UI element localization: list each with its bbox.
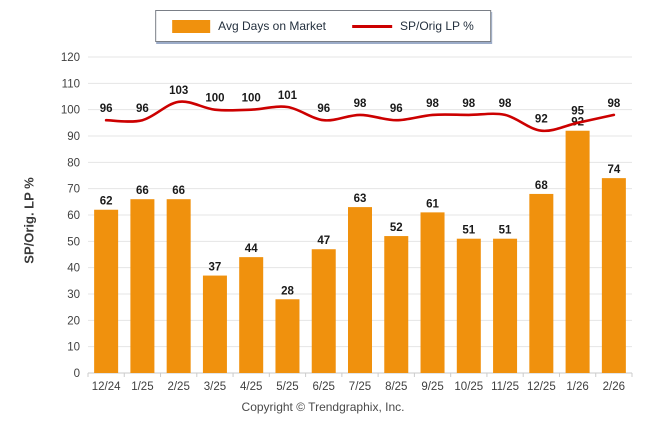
y-tick-label: 20 — [67, 315, 80, 327]
bar-value-label: 37 — [209, 262, 222, 274]
bar-value-label: 62 — [100, 196, 113, 208]
line-value-label: 96 — [100, 103, 113, 115]
bar — [94, 209, 119, 373]
bar — [275, 299, 300, 373]
legend-item-line: SP/Orig LP % — [352, 19, 474, 33]
copyright-text: Copyright © Trendgraphix, Inc. — [241, 400, 405, 414]
x-tick-label: 9/25 — [421, 381, 443, 393]
x-tick-label: 7/25 — [349, 381, 371, 393]
line-series-swatch-icon — [352, 24, 393, 28]
y-tick-label: 60 — [67, 210, 80, 222]
x-tick-label: 5/25 — [276, 381, 298, 393]
legend-bar-label: Avg Days on Market — [218, 19, 327, 33]
x-tick-label: 1/25 — [131, 381, 153, 393]
x-tick-label: 8/25 — [385, 381, 407, 393]
x-tick-label: 6/25 — [313, 381, 335, 393]
bar-value-label: 66 — [136, 185, 149, 197]
x-tick-label: 4/25 — [240, 381, 262, 393]
bar — [529, 193, 554, 373]
bar — [166, 199, 191, 373]
bar-series-swatch-icon — [172, 19, 211, 33]
bar — [493, 238, 518, 373]
y-axis-title-container: SP/Orig. LP % — [18, 120, 40, 320]
line-value-label: 101 — [278, 90, 298, 102]
y-tick-label: 70 — [67, 184, 80, 196]
bar-value-label: 61 — [426, 198, 439, 210]
y-tick-label: 100 — [61, 105, 80, 117]
line-value-label: 98 — [499, 98, 512, 110]
bar — [348, 207, 372, 373]
bar — [456, 238, 481, 373]
x-tick-label: 2/26 — [603, 381, 625, 393]
y-tick-label: 120 — [61, 52, 80, 64]
x-tick-label: 12/24 — [92, 381, 121, 393]
bar-value-label: 68 — [535, 180, 548, 192]
bar — [420, 212, 445, 373]
bar — [384, 236, 409, 373]
line-value-label: 103 — [169, 85, 188, 97]
line-value-label: 96 — [317, 103, 330, 115]
bar-value-label: 74 — [607, 164, 620, 176]
line-value-label: 98 — [426, 98, 439, 110]
bar — [239, 257, 264, 373]
bar-value-label: 66 — [172, 185, 185, 197]
x-tick-label: 10/25 — [454, 381, 483, 393]
bar-value-label: 52 — [390, 222, 403, 234]
y-tick-label: 80 — [67, 157, 80, 169]
y-tick-label: 110 — [62, 78, 80, 90]
x-tick-label: 11/25 — [491, 381, 519, 393]
line-value-label: 95 — [571, 106, 584, 118]
sp-orig-lp-line — [104, 100, 616, 133]
x-tick-label: 3/25 — [204, 381, 226, 393]
bar — [202, 275, 227, 373]
legend-item-bar: Avg Days on Market — [172, 19, 326, 33]
y-tick-label: 90 — [67, 131, 80, 143]
bar-value-label: 63 — [354, 193, 367, 205]
line-value-label: 98 — [462, 98, 475, 110]
line-value-label: 100 — [205, 93, 224, 105]
y-tick-label: 30 — [67, 289, 80, 301]
y-tick-label: 50 — [67, 236, 80, 248]
line-value-label: 92 — [535, 114, 548, 126]
bar-value-label: 51 — [462, 225, 475, 237]
y-tick-label: 0 — [74, 368, 80, 380]
bar-value-label: 51 — [499, 225, 512, 237]
bar — [565, 130, 590, 373]
x-tick-label: 12/25 — [527, 381, 556, 393]
bar — [601, 178, 626, 373]
x-tick-label: 1/26 — [566, 381, 588, 393]
bar-value-label: 47 — [317, 235, 330, 247]
legend-line-label: SP/Orig LP % — [400, 19, 474, 33]
bar-value-label: 28 — [281, 285, 294, 297]
y-tick-label: 10 — [67, 342, 80, 354]
bar — [130, 199, 155, 373]
line-value-label: 98 — [607, 98, 620, 110]
line-value-label: 96 — [136, 103, 149, 115]
line-value-label: 98 — [354, 98, 367, 110]
y-axis-title: SP/Orig. LP % — [21, 176, 37, 264]
x-tick-label: 2/25 — [167, 381, 189, 393]
bar-value-label: 44 — [245, 243, 258, 255]
chart-legend: Avg Days on Market SP/Orig LP % — [155, 10, 491, 42]
y-tick-label: 40 — [67, 263, 80, 275]
bar — [311, 249, 336, 373]
line-value-label: 100 — [242, 93, 261, 105]
line-value-label: 96 — [390, 103, 403, 115]
